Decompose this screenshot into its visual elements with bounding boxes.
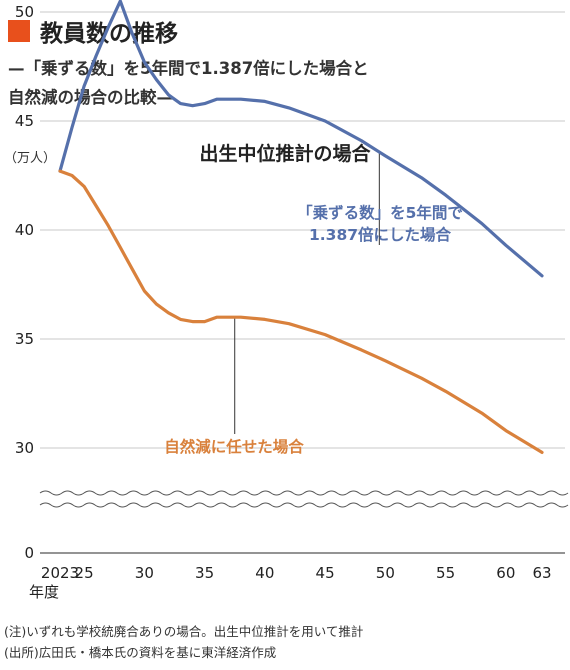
x-tick-label-45: 45 [316, 564, 335, 582]
annotation-series-1-line-2: 1.387倍にした場合 [309, 225, 452, 244]
series-line-1 [58, 0, 544, 278]
y-tick-label-40: 40 [15, 221, 34, 239]
x-tick-label-63: 63 [532, 564, 551, 582]
series-line-2 [58, 169, 544, 454]
x-tick-label-55: 55 [436, 564, 455, 582]
x-tick-label-50: 50 [376, 564, 395, 582]
annotation-series-1: 「乗ずる数」を5年間で 1.387倍にした場合 [297, 203, 463, 244]
annotation-series-2: 自然減に任せた場合 [164, 437, 304, 456]
y-tick-label-45: 45 [15, 112, 34, 130]
x-axis-label: 年度 [29, 583, 59, 601]
title-marker [8, 20, 30, 42]
series-lines [58, 0, 544, 454]
y-tick-label-30: 30 [15, 439, 34, 457]
axis-break-wave-upper [39, 490, 569, 496]
subtitle-line-2: 自然減の場合の比較— [8, 88, 173, 107]
y-axis-label: （万人） [4, 151, 56, 166]
axis-break-gap [40, 489, 565, 511]
axis-break-mark [39, 489, 569, 511]
y-axis-ticks: 0303540455055 [15, 3, 34, 562]
y-tick-label-50: 50 [15, 3, 34, 21]
footnote: (注)いずれも学校統廃合ありの場合。出生中位推計を用いて推計 [4, 624, 364, 639]
y-tick-label-0: 0 [24, 544, 34, 562]
annotation-leaders [234, 152, 380, 434]
x-tick-label-40: 40 [255, 564, 274, 582]
gridlines [40, 11, 565, 554]
x-tick-label-30: 30 [135, 564, 154, 582]
axis-break-wave-lower [39, 502, 569, 508]
annotation-series-1-line-1: 「乗ずる数」を5年間で [297, 203, 463, 222]
x-tick-label-25: 25 [75, 564, 94, 582]
x-tick-label-2023: 2023 [41, 564, 79, 582]
subtitle-line-1: —「乗ずる数」を5年間で1.387倍にした場合と [8, 59, 369, 78]
x-tick-label-60: 60 [496, 564, 515, 582]
source-note: (出所)広田氏・橋本氏の資料を基に東洋経済作成 [4, 645, 277, 660]
y-tick-label-35: 35 [15, 330, 34, 348]
x-tick-label-35: 35 [195, 564, 214, 582]
chart-title: 出生中位推計の場合 [199, 142, 371, 165]
